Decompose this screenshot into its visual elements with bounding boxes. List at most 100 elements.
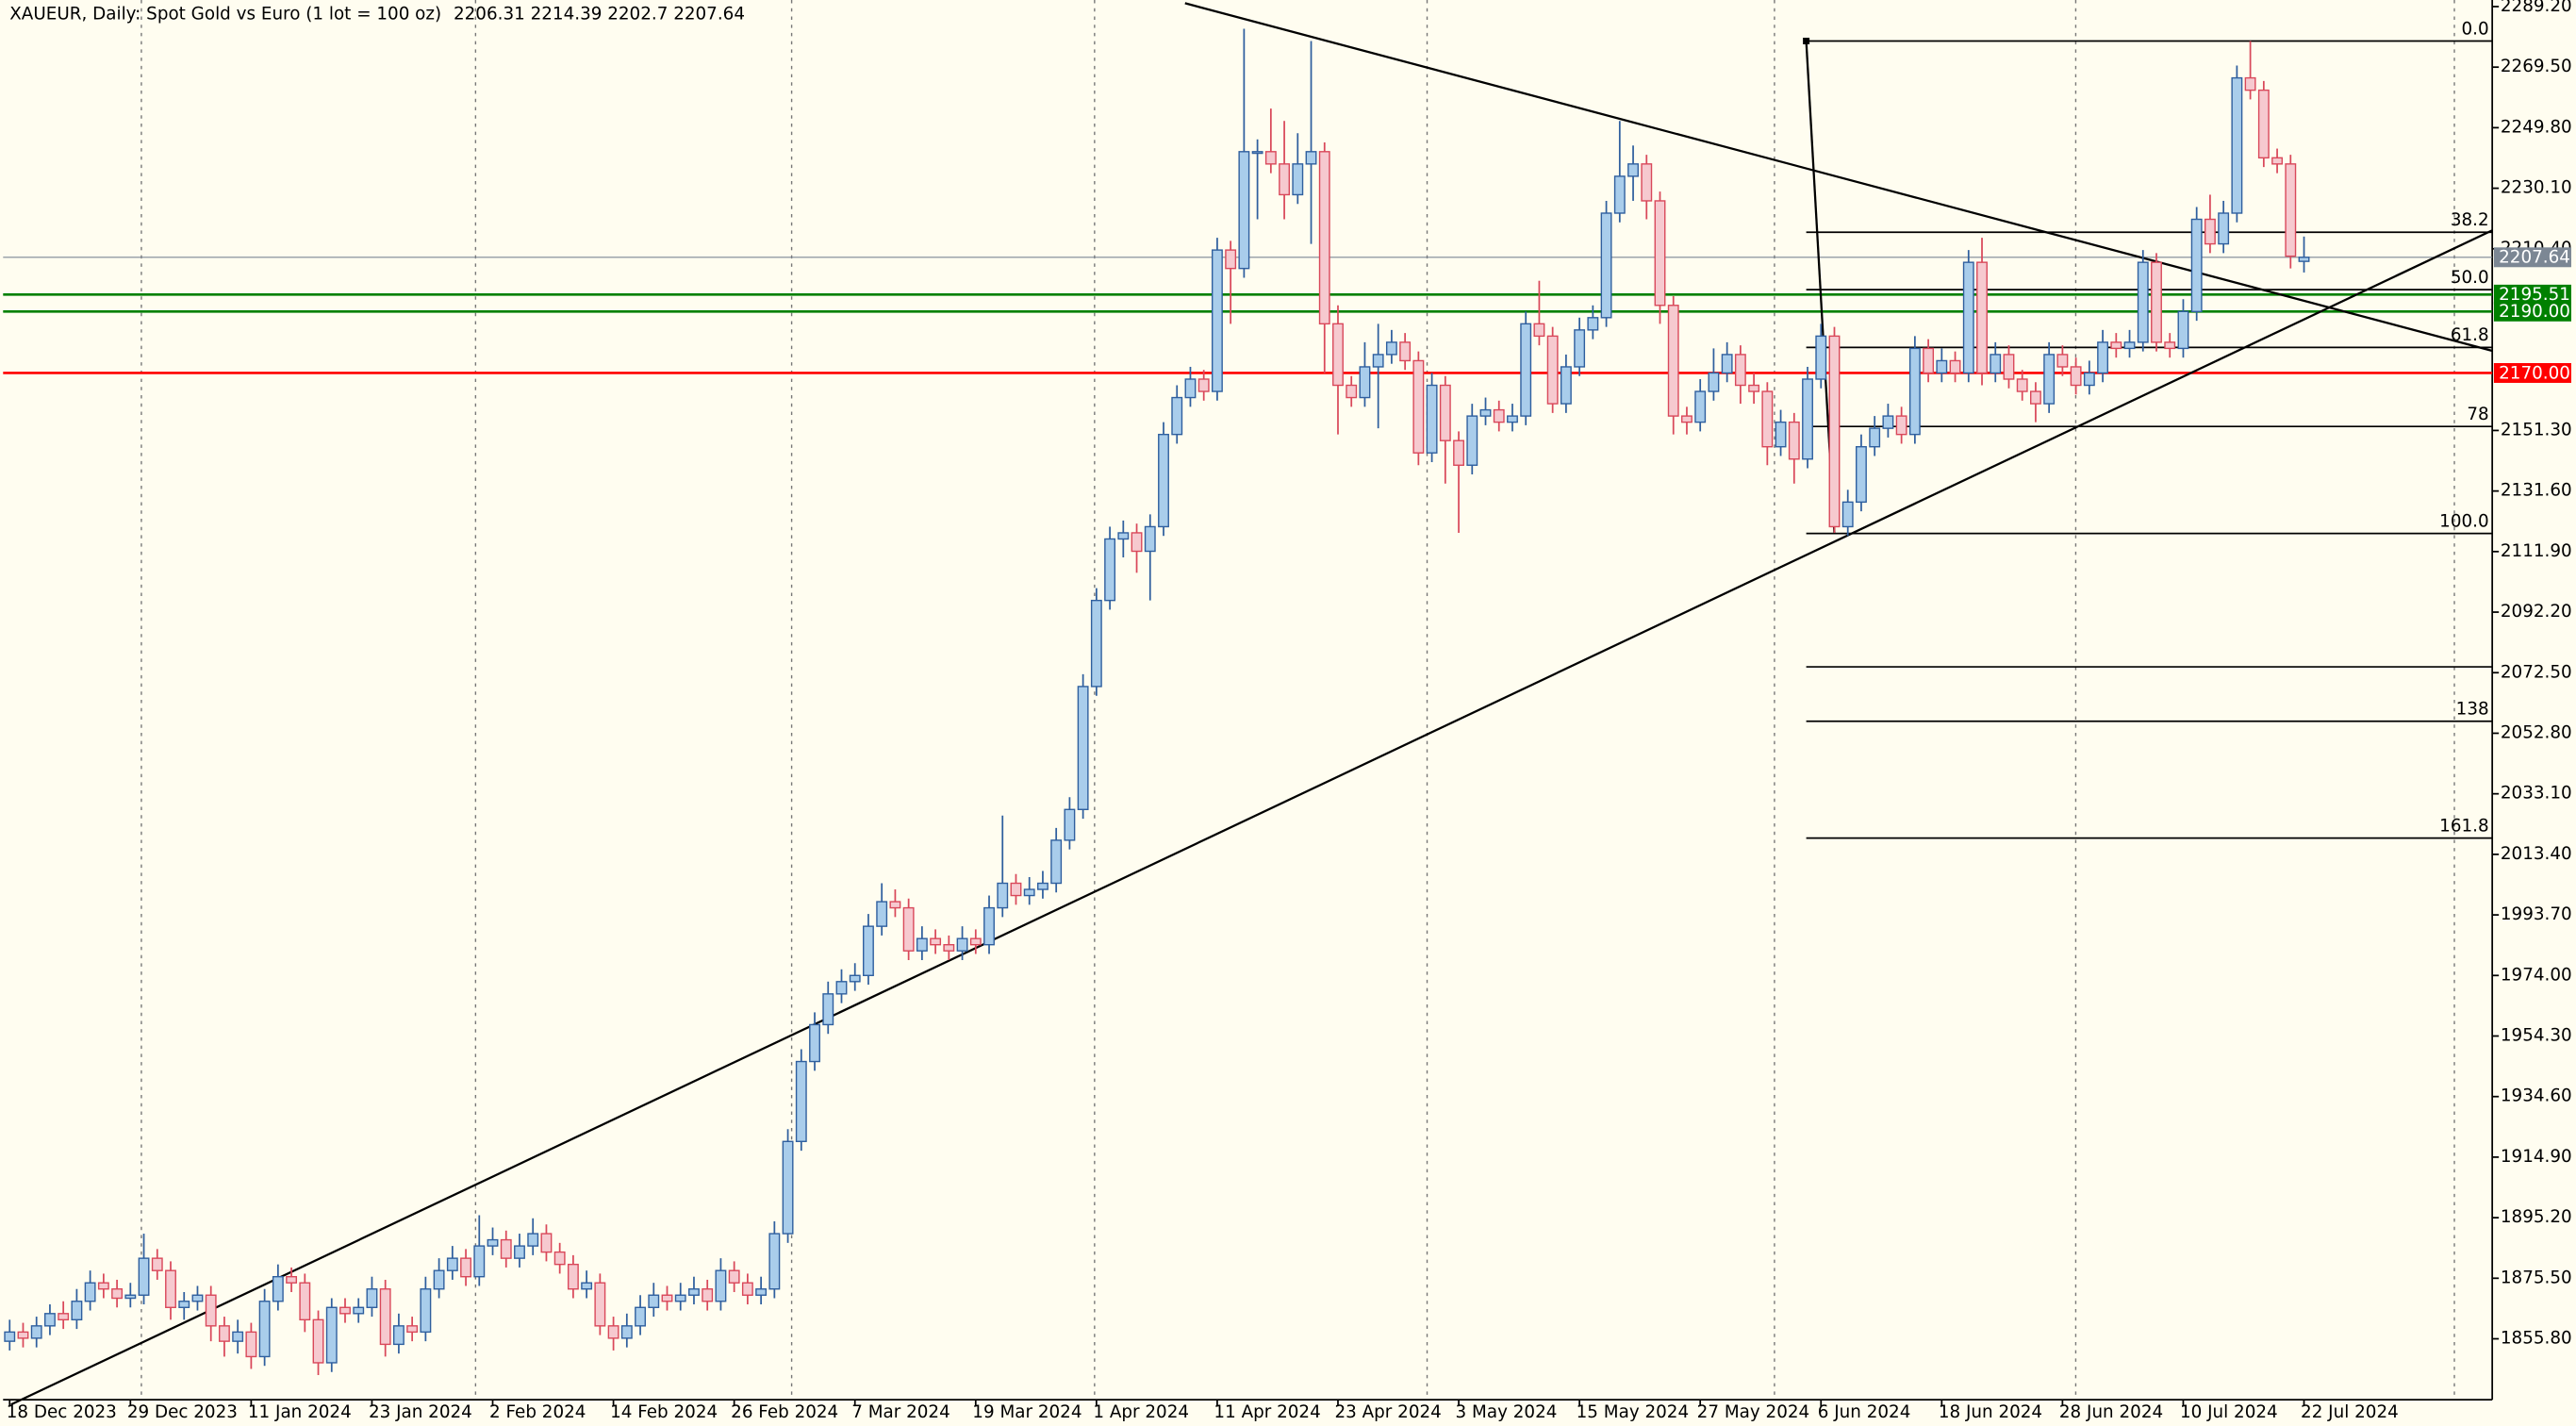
candle-body [822,993,834,1026]
x-tick-label: 7 Mar 2024 [851,1402,950,1422]
candle-body [2285,163,2297,257]
plot: 2289.202269.502249.802230.102210.402151.… [3,0,2572,1422]
fibo-label: 61.8 [2451,325,2489,345]
symbol-title: XAUEUR, Daily: Spot Gold vs Euro (1 lot … [9,5,745,25]
candle-body [4,1331,16,1342]
candle-body [1775,421,1787,448]
price-label-box [2493,363,2571,383]
x-tick-label: 23 Apr 2024 [1334,1402,1441,1422]
x-tick-label: 11 Apr 2024 [1214,1402,1320,1422]
trendline [10,229,2493,1406]
candle-body [2097,341,2109,374]
candle-body [1305,151,1317,165]
background [3,0,2573,1426]
candle-body [1560,366,1572,405]
candle-body [1372,354,1384,368]
y-tick-label: 1934.60 [2501,1086,2572,1106]
y-tick-label: 1993.70 [2501,904,2572,924]
candle-body [1815,335,1827,380]
y-tick-label: 1914.90 [2501,1147,2572,1167]
x-tick-label: 23 Jan 2024 [369,1402,472,1422]
candle-body [165,1269,176,1308]
candle-body [500,1238,512,1259]
candle-body [1010,882,1022,897]
candle-body [876,901,888,927]
candle-body [30,1325,42,1339]
y-tick-label: 1875.50 [2501,1268,2572,1287]
candle-body [1841,501,1854,528]
candle-body [1788,421,1800,460]
x-tick-label: 14 Feb 2024 [610,1402,718,1422]
candle-body [58,1313,70,1321]
candle-body [540,1233,553,1253]
candle-body [1533,323,1545,338]
candle-body [1908,347,1921,436]
trendline [1184,2,2493,353]
candle-body [741,1282,753,1296]
x-tick-label: 10 Jul 2024 [2180,1402,2278,1422]
candle-body [2110,341,2122,350]
candle-body [1279,163,1291,196]
candle-body [1761,390,1774,448]
price-label-box [2493,247,2571,268]
x-tick-label: 3 May 2024 [1456,1402,1558,1422]
candle-body [1346,384,1358,399]
y-tick-label: 2151.30 [2501,420,2572,439]
candle-body [514,1245,525,1259]
candle-body [983,906,995,946]
candle-body [1721,354,1733,374]
candle-body [863,925,874,976]
candle-body [1520,323,1532,417]
candle-body [581,1282,593,1290]
candle-body [997,882,1009,909]
y-tick-label: 1974.00 [2501,965,2572,985]
candle-body [312,1318,324,1364]
candle-body [232,1331,244,1342]
candle-body [849,974,861,983]
candle-body [648,1294,660,1308]
candle-body [1681,415,1693,423]
candle-body [1882,415,1894,429]
candle-body [969,937,982,946]
x-tick-label: 15 May 2024 [1577,1402,1690,1422]
price-label: 2190.00 [2499,302,2570,322]
candle-body [2137,261,2149,343]
candle-body [1359,366,1371,399]
x-tick-label: 18 Dec 2023 [7,1402,117,1422]
candle-body [782,1140,794,1235]
price-label: 2170.00 [2499,363,2570,383]
candle-body [366,1288,378,1308]
candle-body [1923,347,1935,374]
candle-body [286,1275,298,1284]
price-label-box [2493,301,2571,322]
candle-body [567,1263,579,1290]
candle-body [1439,384,1451,441]
x-tick-label: 6 Jun 2024 [1818,1402,1911,1422]
candle-body [1211,249,1223,392]
y-tick-label: 2092.20 [2501,602,2572,622]
candle-body [1131,532,1143,553]
candle-body [433,1269,445,1290]
candle-body [1023,888,1035,897]
candle-body [1734,354,1746,387]
candle-body [1104,538,1116,602]
candle-body [1493,408,1505,423]
candle-body [245,1331,257,1358]
candle-body [2083,372,2095,387]
candle-body [124,1294,137,1300]
candle-body [1064,808,1076,841]
y-tick-label: 1855.80 [2501,1329,2572,1349]
y-tick-label: 2033.10 [2501,784,2572,804]
candle-body [795,1060,807,1142]
candle-body [258,1301,271,1358]
candle-body [1627,163,1639,177]
candle-body [1694,390,1707,423]
candle-body [1667,305,1679,417]
x-tick-label: 1 Apr 2024 [1093,1402,1189,1422]
candle-body [1197,378,1210,392]
candle-body [1332,323,1344,387]
close: 2207.64 [673,5,745,25]
candle-body [943,943,955,952]
x-tick-label: 29 Dec 2023 [127,1402,238,1422]
